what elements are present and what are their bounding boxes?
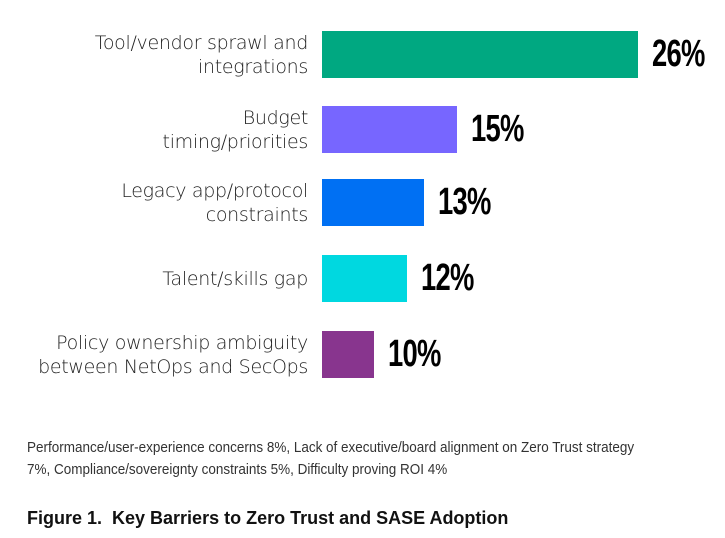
category-label-line: Budget	[242, 106, 309, 129]
value-label: 10%	[388, 333, 441, 375]
bar	[322, 331, 374, 378]
category-label-line: constraints	[205, 203, 309, 226]
value-label: 26%	[652, 33, 705, 75]
bar	[322, 179, 424, 226]
bar	[322, 31, 638, 78]
chart-footnote: Performance/user-experience concerns 8%,…	[27, 440, 635, 478]
bar-chart: Tool/vendor sprawl and integrations 26% Bud…	[0, 31, 705, 379]
category-label-line: integrations	[197, 55, 308, 78]
category-label-line: Tool/vendor sprawl and	[94, 31, 309, 54]
value-label: 15%	[470, 108, 524, 150]
bar	[322, 255, 407, 302]
category-label-line: timing/priorities	[162, 130, 309, 153]
category-label: Talent/skills gap	[0, 267, 308, 291]
category-label: Policy ownership ambiguity between NetOps…	[0, 331, 308, 379]
category-label-line: Legacy app/protocol	[121, 179, 308, 202]
value-label: 12%	[421, 257, 474, 299]
category-label-line: Talent/skills gap	[162, 267, 308, 290]
value-label: 13%	[437, 181, 491, 223]
bar	[322, 106, 457, 153]
figure-caption: Figure 1. Key Barriers to Zero Trust and…	[27, 508, 509, 528]
category-label-line: between NetOps and SecOps	[38, 355, 308, 378]
category-label: Legacy app/protocol constraints	[0, 179, 308, 227]
category-label: Tool/vendor sprawl and integrations	[0, 31, 309, 79]
category-label-line: Policy ownership ambiguity	[56, 331, 308, 354]
category-label: Budget timing/priorities	[0, 106, 309, 154]
